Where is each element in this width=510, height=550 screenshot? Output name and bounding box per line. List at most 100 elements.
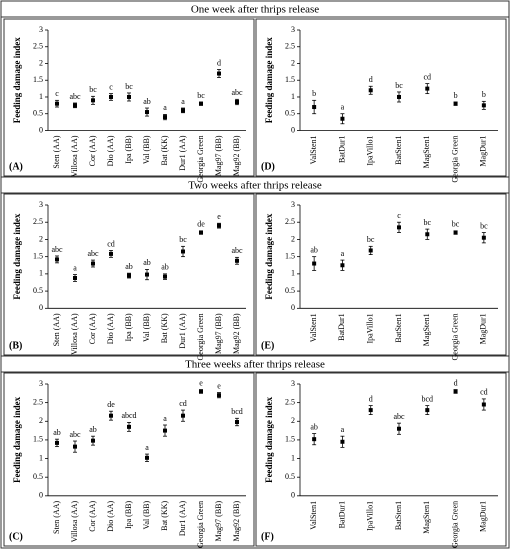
mean-marker — [312, 261, 317, 266]
x-tick-label: MagSten1 — [422, 313, 431, 346]
significance-letter: abc — [231, 246, 243, 255]
mean-marker — [55, 101, 59, 106]
y-tick-label: 0 — [291, 303, 295, 312]
y-tick-label: 2.5 — [33, 217, 43, 226]
y-tick-label: 1.5 — [33, 75, 43, 84]
x-tick-label: MagSten1 — [422, 501, 431, 534]
x-tick-label: Cor (AA) — [88, 135, 97, 166]
mean-marker — [145, 110, 149, 115]
x-tick-label: BatSten1 — [394, 313, 403, 342]
significance-letter: cd — [179, 399, 187, 408]
row-header-box — [0, 0, 510, 18]
row-header-box — [0, 176, 510, 194]
y-tick-label: 0.5 — [33, 286, 43, 295]
x-tick-label: Dio (AA) — [106, 501, 115, 532]
mean-marker — [235, 100, 239, 105]
y-tick-label: 0 — [39, 125, 43, 134]
mean-marker — [127, 273, 131, 278]
y-tick-label: 3 — [39, 200, 43, 209]
y-tick-label: 1 — [39, 92, 43, 101]
x-tick-label: Georgia Green — [196, 501, 205, 548]
panel-label: (A) — [9, 161, 23, 172]
significance-letter: abc — [393, 412, 405, 421]
x-tick-label: Sten (AA) — [52, 135, 61, 168]
mean-marker — [397, 426, 401, 431]
mean-marker — [397, 94, 401, 99]
significance-letter: abc — [231, 88, 243, 97]
x-tick-label: ValSten1 — [309, 313, 318, 342]
x-tick-label: BatSten1 — [394, 501, 403, 530]
y-tick-label: 1 — [291, 269, 295, 278]
mean-marker — [481, 103, 486, 108]
y-tick-label: 2 — [291, 234, 295, 243]
mean-marker — [163, 428, 167, 433]
mean-marker — [340, 439, 345, 444]
y-tick-label: 0.5 — [285, 109, 295, 118]
significance-letter: abc — [51, 245, 63, 254]
panel-label: (C) — [9, 531, 23, 542]
x-tick-label: ValSten1 — [309, 501, 318, 530]
y-tick-label: 1.5 — [285, 251, 295, 260]
mean-marker — [217, 393, 221, 398]
x-tick-label: MagDur1 — [479, 135, 488, 166]
mean-marker — [453, 230, 458, 235]
y-axis-label: Feeding damage index — [264, 396, 274, 483]
y-tick-label: 1.5 — [33, 435, 43, 444]
x-tick-label: Georgia Green — [450, 313, 459, 360]
significance-letter: bc — [179, 235, 187, 244]
x-tick-label: Mag92 (BB) — [232, 501, 241, 542]
y-tick-label: 3 — [291, 379, 295, 388]
y-tick-label: 0.5 — [33, 472, 43, 481]
x-tick-label: BatDur1 — [337, 135, 346, 163]
mean-marker — [368, 408, 373, 413]
y-tick-label: 3 — [291, 200, 295, 209]
x-tick-label: Ipa (BB) — [124, 313, 133, 342]
x-tick-label: Sten (AA) — [52, 500, 61, 533]
y-tick-label: 2.5 — [285, 42, 295, 51]
y-tick-label: 1 — [291, 92, 295, 101]
x-tick-label: Val (BB) — [142, 313, 151, 342]
x-tick-label: Mag97 (BB) — [214, 135, 223, 176]
significance-letter: abc — [69, 430, 81, 439]
mean-marker — [199, 389, 203, 394]
mean-marker — [340, 116, 345, 121]
mean-marker — [91, 438, 95, 443]
significance-letter: a — [341, 425, 345, 434]
x-tick-label: Bat (KK) — [160, 135, 169, 165]
x-tick-label: Georgia Green — [450, 135, 459, 182]
mean-marker — [217, 71, 221, 76]
significance-letter: de — [197, 220, 205, 229]
y-tick-label: 0 — [291, 125, 295, 134]
x-tick-label: BatDur1 — [337, 501, 346, 529]
significance-letter: bcd — [422, 394, 434, 403]
x-tick-label: IpaVillo1 — [366, 313, 375, 343]
x-tick-label: Villosa (AA) — [70, 313, 79, 355]
y-axis-label: Feeding damage index — [12, 213, 22, 300]
x-tick-label: Mag97 (BB) — [214, 313, 223, 354]
mean-marker — [109, 413, 113, 418]
significance-letter: bc — [367, 235, 375, 244]
y-tick-label: 3 — [39, 379, 43, 388]
significance-letter: a — [73, 263, 77, 272]
significance-letter: c — [397, 211, 401, 220]
significance-letter: a — [341, 103, 345, 112]
y-tick-label: 1 — [39, 453, 43, 462]
mean-marker — [340, 263, 345, 268]
mean-marker — [235, 258, 239, 263]
significance-letter: cd — [107, 239, 115, 248]
significance-letter: bc — [125, 82, 133, 91]
panel-label: (B) — [9, 340, 22, 351]
x-tick-label: MagDur1 — [479, 313, 488, 344]
significance-letter: bc — [452, 220, 460, 229]
mean-marker — [235, 420, 239, 425]
y-axis-label: Feeding damage index — [264, 37, 274, 124]
row-title: Two weeks after thrips release — [188, 180, 322, 192]
x-tick-label: Mag97 (BB) — [214, 501, 223, 542]
x-tick-label: BatDur1 — [337, 313, 346, 341]
x-tick-label: Val (BB) — [142, 501, 151, 530]
mean-marker — [181, 108, 185, 113]
y-tick-label: 2 — [39, 58, 43, 67]
mean-marker — [55, 440, 59, 445]
significance-letter: ab — [125, 262, 133, 271]
mean-marker — [181, 413, 185, 418]
